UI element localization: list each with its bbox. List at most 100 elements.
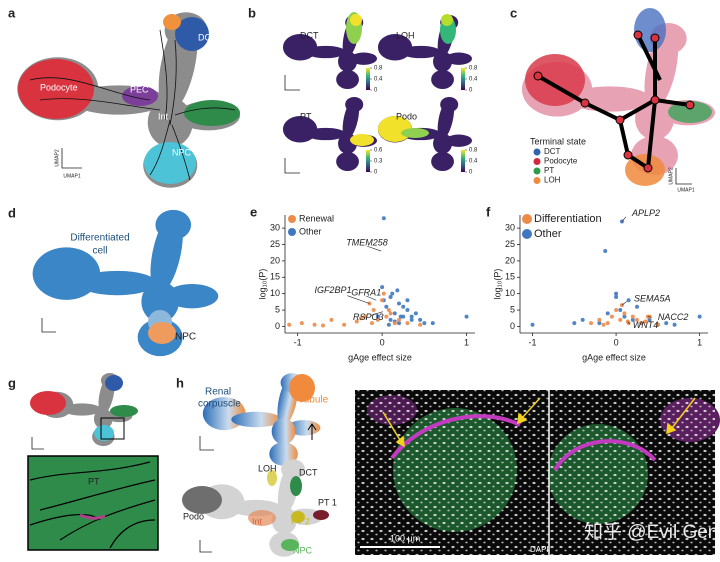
annotation-leader (621, 301, 627, 306)
point (371, 308, 376, 313)
panel-h: h Renal corpuscle Tubule LOH DCT PT 1 Po… (176, 373, 337, 557)
axis-label: UMAP2 (668, 167, 674, 184)
point (381, 216, 386, 221)
axis-label: UMAP1 (63, 173, 80, 179)
cluster-label: NPC (175, 332, 196, 343)
panel-label: b (248, 5, 256, 20)
x-tick-label: -1 (529, 337, 537, 347)
point (647, 317, 652, 322)
legend-swatch (288, 228, 296, 236)
cluster-label: PT 1 (318, 497, 337, 507)
legend-label: Other (299, 226, 322, 236)
panel-label: h (176, 375, 184, 390)
axis-arrow (61, 148, 82, 169)
point (655, 322, 660, 327)
legend-label: DCT (544, 147, 561, 156)
cluster (163, 14, 181, 30)
cluster-label: NPC (172, 147, 192, 157)
panel-label: f (486, 204, 491, 219)
cluster-label: Int (252, 516, 263, 526)
legend-swatch (522, 214, 532, 224)
expression (441, 14, 453, 26)
umap (282, 14, 377, 90)
point (664, 321, 669, 326)
cluster-label: DCT (299, 467, 318, 477)
point (614, 291, 619, 296)
colorbar-label: 0 (469, 88, 473, 94)
cluster (94, 425, 114, 441)
point (397, 301, 401, 306)
point (418, 322, 423, 327)
point (363, 314, 368, 319)
point (643, 319, 648, 324)
zoom-box (100, 417, 125, 440)
panel-label: g (8, 375, 16, 390)
map-title: Podo (396, 111, 417, 121)
y-tick-label: 30 (270, 222, 280, 232)
point (354, 319, 359, 324)
point (430, 321, 435, 326)
annotation: IGF2BP1 (314, 285, 351, 295)
y-tick-label: 5 (510, 304, 515, 314)
legend-swatch (533, 167, 541, 175)
point (614, 308, 619, 313)
point (397, 317, 401, 322)
legend-label: Differentiation (534, 213, 602, 225)
cluster (290, 476, 302, 496)
cluster (281, 539, 299, 551)
x-tick-label: 1 (464, 337, 469, 347)
point (369, 321, 374, 326)
point (388, 294, 393, 299)
annotation: APLP2 (631, 208, 660, 218)
axis-label: UMAP1 (677, 187, 694, 193)
y-tick-label: 25 (505, 239, 515, 249)
cluster-label: NPC (293, 545, 313, 555)
point (580, 317, 585, 322)
scale-bar-label: 100 μm (390, 533, 420, 543)
point (287, 322, 292, 327)
cluster (30, 391, 66, 415)
cluster (634, 8, 666, 52)
point (409, 314, 414, 319)
colorbar-label: 0 (374, 170, 378, 176)
cluster-label: Podocyte (40, 82, 78, 92)
point (605, 311, 610, 316)
point (618, 308, 623, 313)
annotation: GFRA1 (351, 288, 381, 298)
point (618, 317, 623, 322)
micrograph: 100 μm DAPI 知乎 @Evil Genius (355, 390, 720, 555)
point (388, 317, 393, 322)
point (342, 322, 347, 327)
point (597, 321, 602, 326)
map-title: DCT (300, 30, 319, 40)
transition-graph (537, 34, 691, 170)
colorbar-label: 0.4 (374, 77, 383, 83)
point (630, 314, 635, 319)
y-tick-label: 0 (510, 321, 515, 331)
cluster-label: PT 2 (291, 516, 310, 526)
point (572, 321, 577, 326)
annotation-leader (370, 311, 384, 316)
colorbar (461, 150, 465, 172)
legend-swatch (288, 215, 296, 223)
x-tick-label: -1 (294, 337, 302, 347)
legend-label: Renewal (299, 213, 334, 223)
annotation: RSPO3 (353, 312, 384, 322)
point (614, 294, 619, 299)
arrows (382, 397, 696, 448)
y-tick-label: 10 (270, 288, 280, 298)
y-tick-label: 30 (505, 222, 515, 232)
point (401, 304, 406, 309)
point (329, 317, 334, 322)
point (409, 317, 414, 322)
cluster-label: Renal (205, 387, 231, 398)
point (597, 317, 602, 322)
annotation-leader (367, 245, 382, 252)
cluster (144, 142, 196, 184)
y-axis-label: log₁₀(P) (257, 269, 267, 300)
colorbar-label: 0.3 (374, 159, 383, 165)
panel-d: d Differentiated cell NPC (8, 205, 219, 357)
panel-b: b DCT LOH PT Podo 0 0.4 0.8 0 0.4 0.8 0 0.3 0.6 0… (248, 5, 478, 175)
